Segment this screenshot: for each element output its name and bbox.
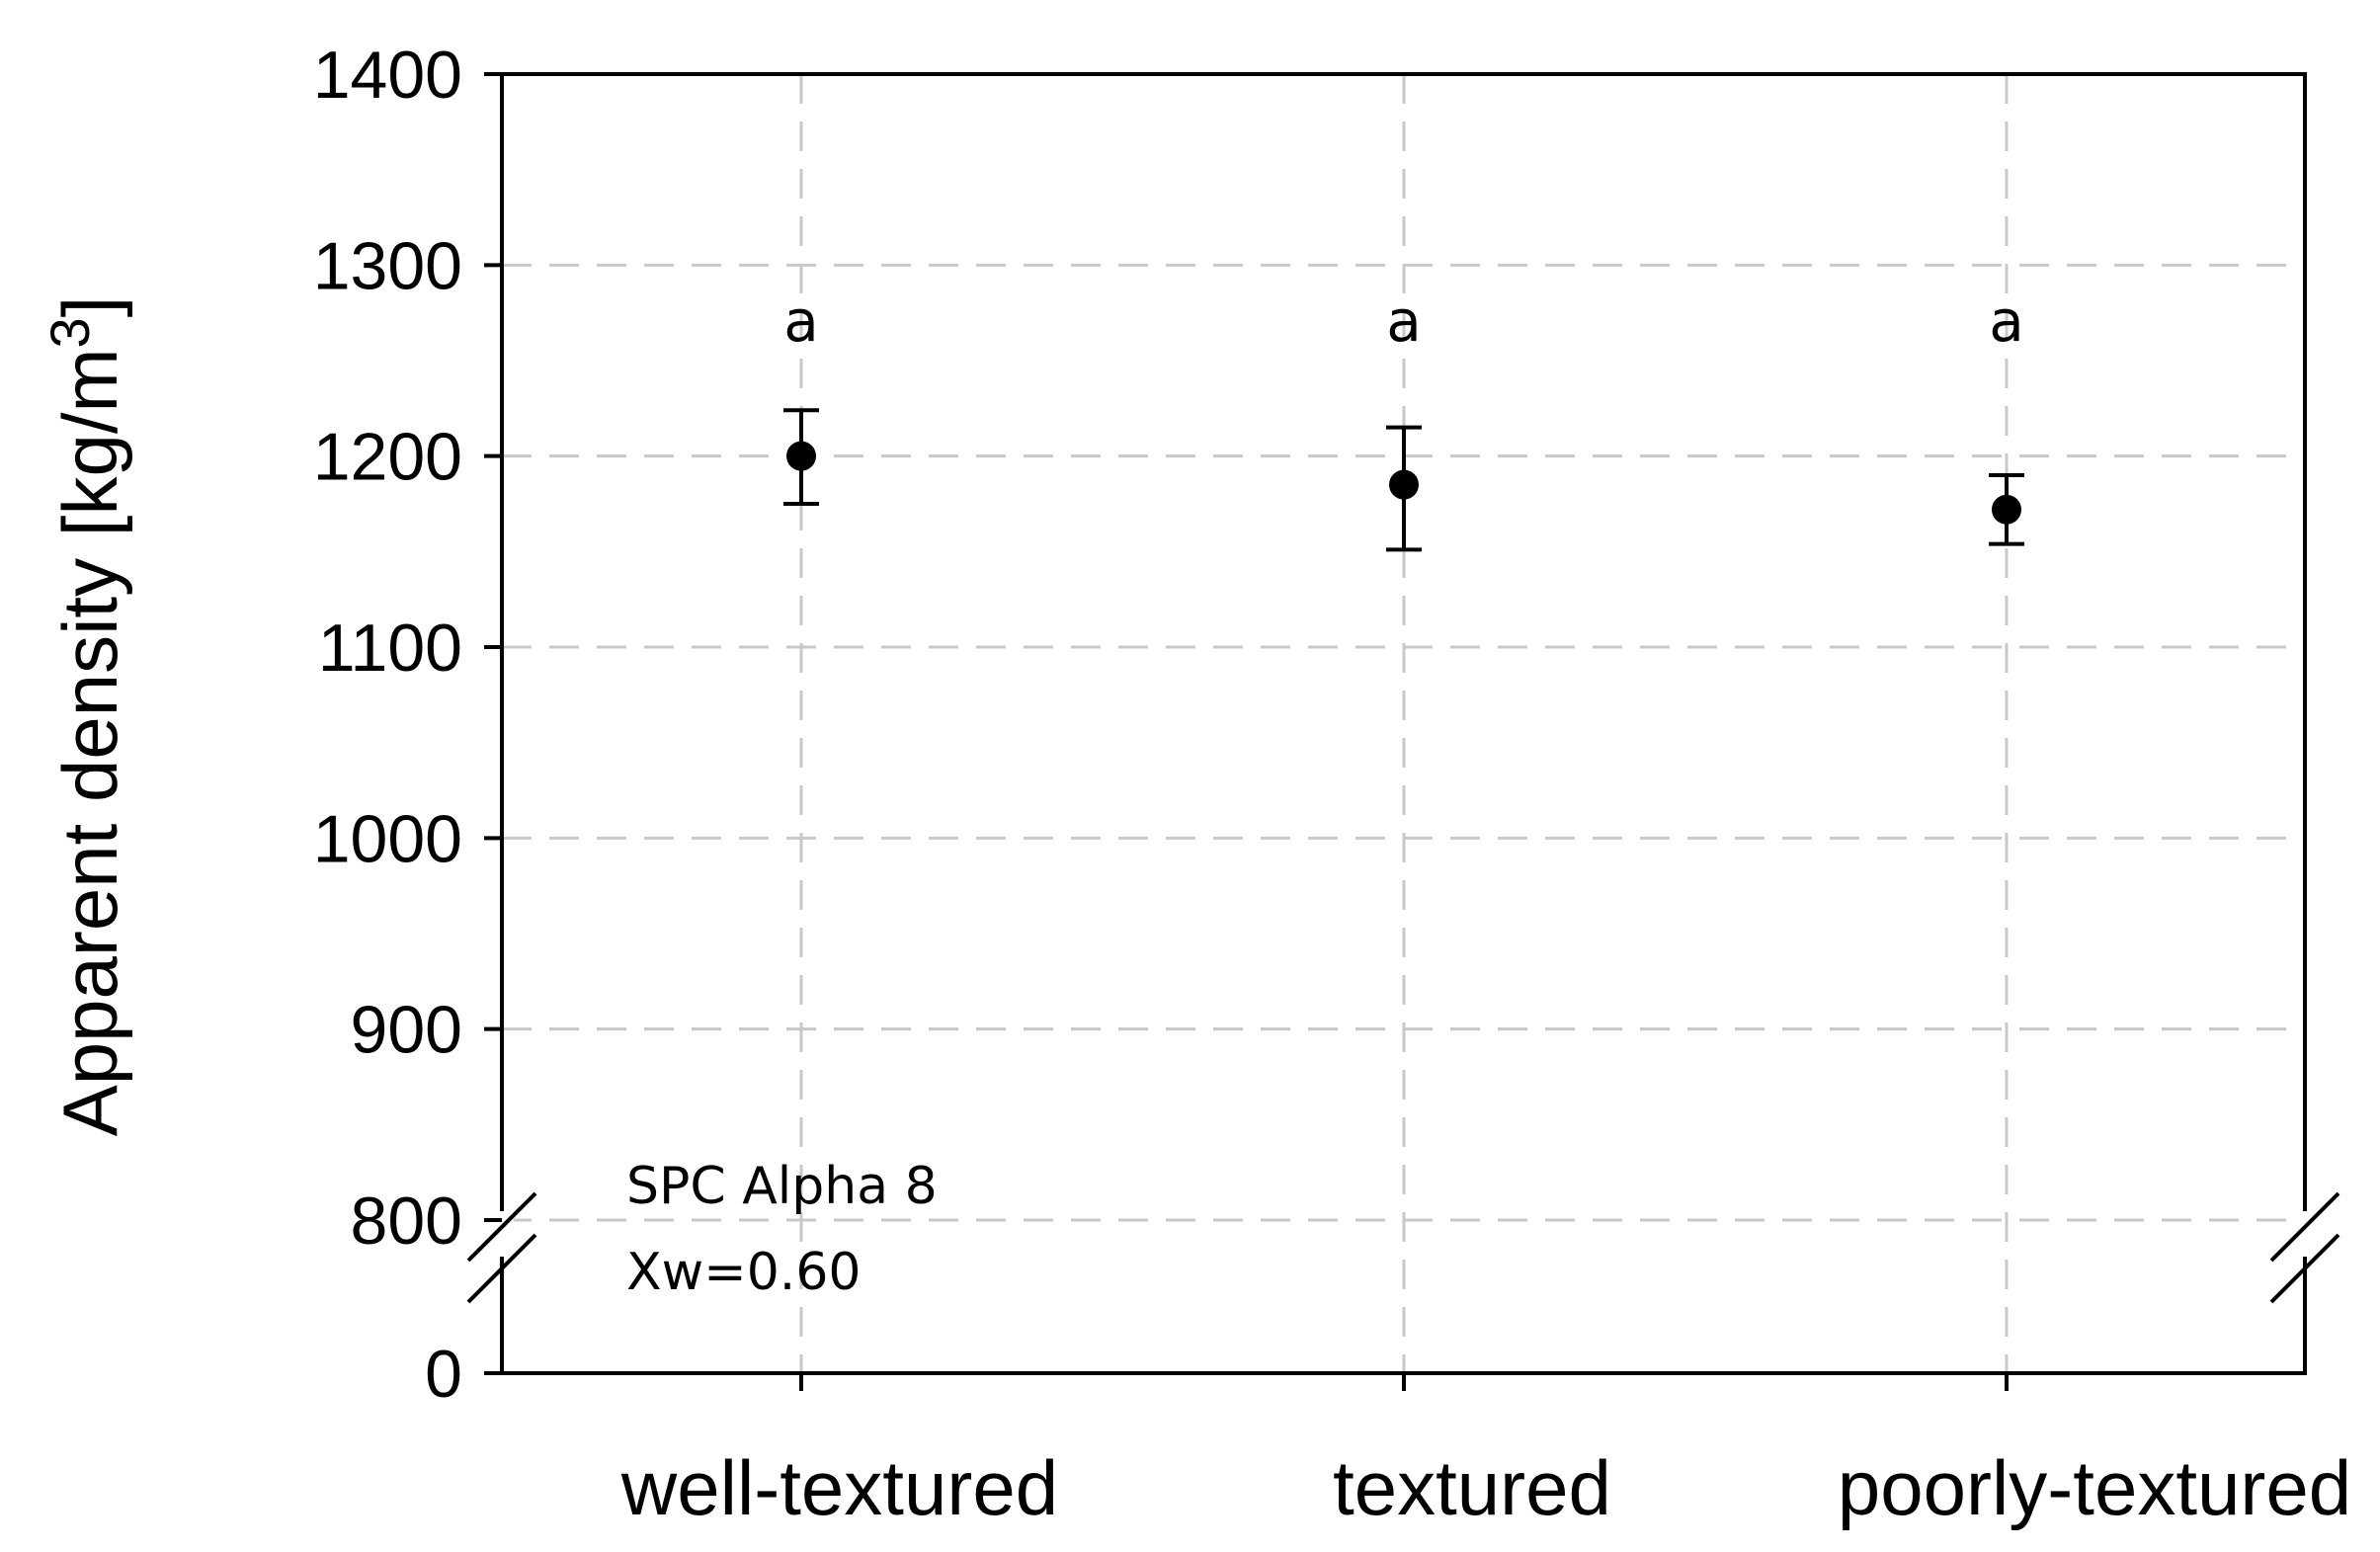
y-tick-label: 1300 xyxy=(313,228,462,303)
axis-break-slash-left xyxy=(466,1191,537,1263)
y-tick-label: 1000 xyxy=(313,801,462,876)
axis-break-slash-right xyxy=(2269,1191,2340,1263)
data-point xyxy=(1992,494,2021,525)
y-axis-title: Apparent density [kg/m3] xyxy=(39,296,133,1137)
significance-label: a xyxy=(1989,287,2024,355)
data-point-group: a xyxy=(1386,287,1422,552)
y-tick-label: 900 xyxy=(351,993,462,1068)
x-tick-label: poorly-textured xyxy=(1838,1444,2351,1531)
y-axis-title-main: Apparent density [kg/m xyxy=(46,349,133,1137)
axis-break-slash-left xyxy=(466,1233,537,1304)
data-point-group: a xyxy=(1989,287,2024,546)
y-tick-label: 800 xyxy=(351,1184,462,1259)
data-point xyxy=(786,441,816,471)
data-point-group: a xyxy=(783,287,819,506)
axis-break-slash-right xyxy=(2269,1233,2340,1304)
y-tick-label: 1200 xyxy=(313,420,462,495)
significance-label: a xyxy=(1386,287,1422,355)
y-tick-label: 1100 xyxy=(318,611,462,686)
significance-label: a xyxy=(783,287,819,355)
y-tick-label: 0 xyxy=(425,1337,462,1412)
y-axis-ticks: 1400 1300 1200 1100 1000 900 800 0 xyxy=(313,38,502,1412)
x-tick-label: textured xyxy=(1333,1444,1611,1531)
x-axis-ticks: well-textured textured poorly-textured xyxy=(620,1373,2351,1531)
annotation-line-1: SPC Alpha 8 xyxy=(626,1157,938,1216)
y-axis-title-superscript: 3 xyxy=(39,317,101,348)
data-point xyxy=(1389,469,1419,500)
x-tick-label: well-textured xyxy=(620,1444,1058,1531)
y-axis-title-suffix: ] xyxy=(46,296,133,318)
y-tick-label: 1400 xyxy=(313,38,462,113)
annotation-line-2: Xw=0.60 xyxy=(626,1243,862,1302)
